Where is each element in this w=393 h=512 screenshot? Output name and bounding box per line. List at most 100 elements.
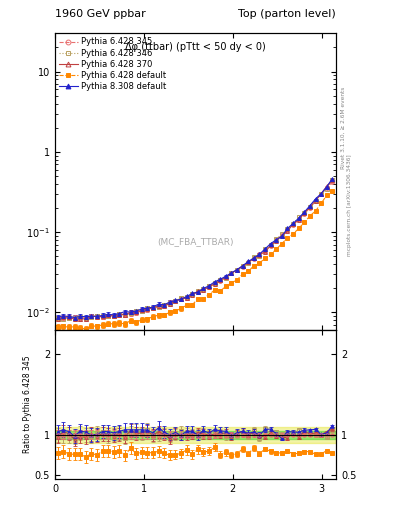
Pythia 6.428 345 xyxy=(55,315,60,321)
Pythia 8.308 default xyxy=(235,266,239,272)
Pythia 8.308 default xyxy=(313,196,318,202)
Pythia 6.428 346 xyxy=(89,314,94,320)
Pythia 6.428 370 xyxy=(167,301,172,307)
Pythia 6.428 370 xyxy=(296,217,301,223)
Pythia 6.428 370 xyxy=(134,309,138,315)
Pythia 6.428 345 xyxy=(100,314,105,320)
Pythia 6.428 370 xyxy=(117,312,122,318)
Pythia 6.428 346 xyxy=(207,283,211,289)
Line: Pythia 6.428 346: Pythia 6.428 346 xyxy=(56,178,334,321)
Pythia 6.428 default xyxy=(308,213,312,219)
Pythia 8.308 default xyxy=(224,273,228,280)
Pythia 8.308 default xyxy=(274,237,279,243)
Pythia 8.308 default xyxy=(66,313,71,319)
Pythia 8.308 default xyxy=(207,283,211,289)
Pythia 8.308 default xyxy=(123,308,127,314)
Pythia 6.428 346 xyxy=(134,308,138,314)
Pythia 6.428 346 xyxy=(201,286,206,292)
Pythia 6.428 346 xyxy=(302,210,307,217)
Pythia 6.428 370 xyxy=(319,190,323,197)
Pythia 6.428 345 xyxy=(111,312,116,318)
Pythia 6.428 345 xyxy=(330,179,335,185)
Pythia 6.428 345 xyxy=(224,274,228,281)
Pythia 8.308 default xyxy=(140,306,144,312)
Pythia 6.428 370 xyxy=(100,313,105,319)
Pythia 6.428 370 xyxy=(106,312,110,318)
Pythia 6.428 346 xyxy=(100,312,105,318)
Pythia 6.428 default xyxy=(190,302,195,308)
Pythia 8.308 default xyxy=(111,312,116,318)
Pythia 8.308 default xyxy=(285,225,290,231)
Pythia 6.428 default xyxy=(268,251,273,257)
Pythia 6.428 345 xyxy=(78,315,83,321)
Pythia 6.428 346 xyxy=(61,315,66,322)
Pythia 6.428 370 xyxy=(252,255,256,261)
Pythia 6.428 346 xyxy=(296,214,301,220)
Pythia 6.428 default xyxy=(319,200,323,206)
Line: Pythia 8.308 default: Pythia 8.308 default xyxy=(56,177,334,319)
Pythia 6.428 345 xyxy=(167,299,172,305)
Pythia 6.428 370 xyxy=(218,278,222,284)
Pythia 6.428 default xyxy=(274,246,279,252)
Pythia 6.428 370 xyxy=(128,309,133,315)
Pythia 6.428 default xyxy=(229,280,234,286)
Pythia 6.428 346 xyxy=(313,198,318,204)
Pythia 6.428 370 xyxy=(229,270,234,276)
Pythia 6.428 346 xyxy=(229,270,234,276)
Pythia 6.428 default xyxy=(151,313,155,319)
Pythia 6.428 345 xyxy=(229,269,234,275)
Pythia 8.308 default xyxy=(100,312,105,318)
Pythia 6.428 345 xyxy=(156,304,161,310)
Pythia 6.428 370 xyxy=(246,259,251,265)
Pythia 6.428 370 xyxy=(184,295,189,301)
Pythia 6.428 default xyxy=(72,324,77,330)
Pythia 8.308 default xyxy=(229,270,234,276)
Pythia 6.428 346 xyxy=(128,310,133,316)
Pythia 6.428 346 xyxy=(66,315,71,322)
Pythia 6.428 346 xyxy=(190,291,195,297)
Pythia 8.308 default xyxy=(95,313,99,319)
Pythia 6.428 346 xyxy=(78,314,83,320)
Pythia 6.428 370 xyxy=(95,314,99,320)
Pythia 6.428 345 xyxy=(128,311,133,317)
Text: Top (parton level): Top (parton level) xyxy=(238,9,336,19)
Pythia 6.428 370 xyxy=(240,263,245,269)
Pythia 6.428 default xyxy=(257,260,262,266)
Pythia 6.428 345 xyxy=(72,314,77,320)
Pythia 8.308 default xyxy=(173,297,178,304)
Pythia 6.428 370 xyxy=(123,312,127,318)
Pythia 8.308 default xyxy=(279,233,284,239)
Pythia 8.308 default xyxy=(106,311,110,317)
Pythia 6.428 370 xyxy=(190,292,195,298)
Pythia 6.428 346 xyxy=(184,294,189,300)
Pythia 6.428 346 xyxy=(240,263,245,269)
Pythia 6.428 370 xyxy=(302,210,307,216)
Pythia 6.428 346 xyxy=(179,294,184,301)
Pythia 6.428 345 xyxy=(324,184,329,190)
Pythia 6.428 345 xyxy=(61,315,66,321)
Pythia 6.428 default xyxy=(83,326,88,332)
Pythia 6.428 346 xyxy=(145,305,150,311)
Pythia 6.428 345 xyxy=(190,292,195,298)
Text: mcplots.cern.ch [arXiv:1306.3436]: mcplots.cern.ch [arXiv:1306.3436] xyxy=(347,154,352,255)
Pythia 6.428 346 xyxy=(263,246,267,252)
Pythia 6.428 default xyxy=(224,283,228,289)
Pythia 6.428 346 xyxy=(117,311,122,317)
Pythia 6.428 370 xyxy=(72,316,77,322)
Pythia 6.428 345 xyxy=(279,231,284,238)
Pythia 6.428 345 xyxy=(173,298,178,304)
Pythia 8.308 default xyxy=(179,296,184,302)
Pythia 6.428 default xyxy=(100,322,105,328)
Pythia 6.428 346 xyxy=(252,254,256,260)
Pythia 6.428 345 xyxy=(201,287,206,293)
Pythia 6.428 default xyxy=(95,324,99,330)
Pythia 6.428 370 xyxy=(274,238,279,244)
Pythia 6.428 345 xyxy=(240,264,245,270)
Pythia 6.428 345 xyxy=(212,281,217,287)
Pythia 8.308 default xyxy=(145,305,150,311)
Pythia 6.428 default xyxy=(330,188,335,194)
Pythia 6.428 345 xyxy=(235,267,239,273)
Pythia 6.428 346 xyxy=(268,242,273,248)
Pythia 8.308 default xyxy=(218,276,222,282)
Pythia 6.428 default xyxy=(279,241,284,247)
